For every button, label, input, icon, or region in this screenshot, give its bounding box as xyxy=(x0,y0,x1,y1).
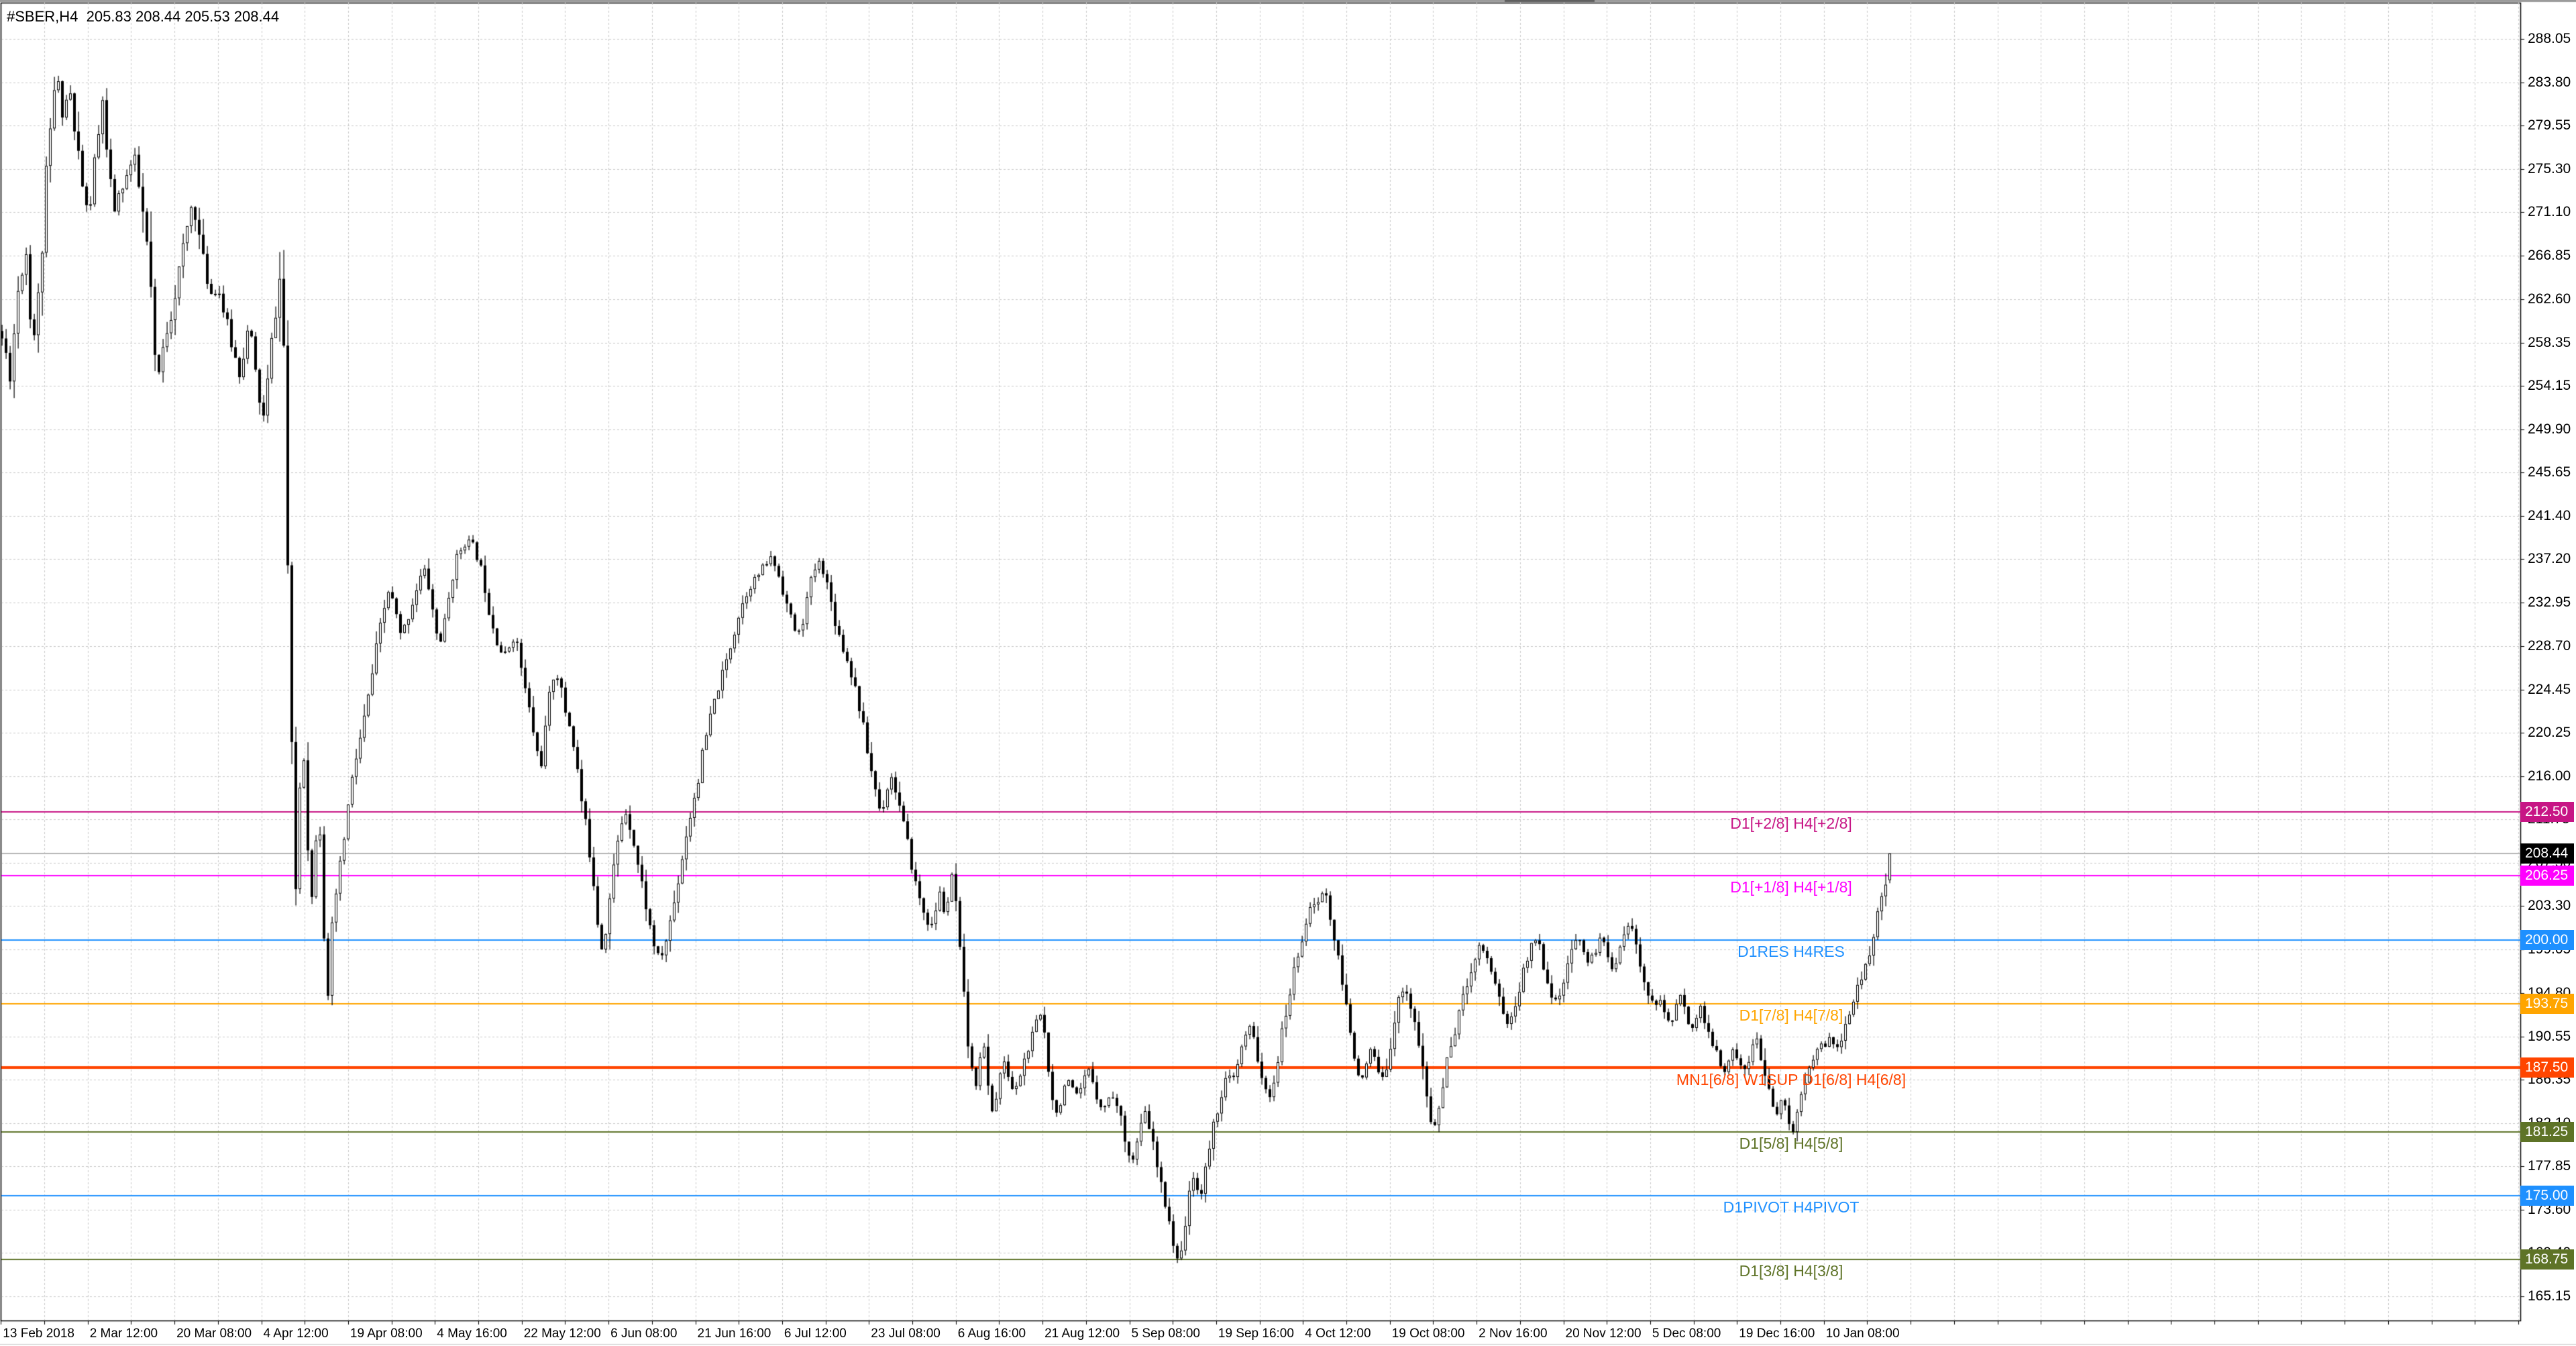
price-axis-tick-label: 177.85 xyxy=(2528,1158,2571,1174)
level-price-box: 181.25 xyxy=(2520,1121,2574,1142)
price-axis-tick-label: 220.25 xyxy=(2528,724,2571,740)
time-axis-label: 2 Mar 12:00 xyxy=(89,1327,158,1341)
price-axis-tick-label: 245.65 xyxy=(2528,464,2571,480)
level-line-label[interactable]: D1PIVOT H4PIVOT xyxy=(1723,1198,1860,1216)
price-axis-tick-label: 173.60 xyxy=(2528,1202,2571,1218)
level-line-label[interactable]: MN1[6/8] W1SUP D1[6/8] H4[6/8] xyxy=(1676,1071,1907,1089)
price-axis-tick-label: 288.05 xyxy=(2528,30,2571,46)
price-axis-tick-label: 232.95 xyxy=(2528,594,2571,611)
level-line-label[interactable]: D1[+1/8] H4[+1/8] xyxy=(1730,878,1852,896)
price-axis-tick-label: 254.15 xyxy=(2528,377,2571,393)
time-axis-label: 19 Oct 08:00 xyxy=(1391,1327,1465,1341)
price-axis-tick-label: 271.10 xyxy=(2528,204,2571,220)
price-axis-tick-label: 279.55 xyxy=(2528,117,2571,134)
time-axis-label: 13 Feb 2018 xyxy=(3,1327,74,1341)
current-price-box: 208.44 xyxy=(2520,843,2574,864)
time-axis-label: 10 Jan 08:00 xyxy=(1825,1327,1900,1341)
price-axis-tick-label: 258.35 xyxy=(2528,334,2571,350)
time-axis-label: 4 Apr 12:00 xyxy=(263,1327,329,1341)
level-price-box: 200.00 xyxy=(2520,929,2574,950)
time-axis-label: 22 May 12:00 xyxy=(523,1327,601,1341)
time-axis-label: 20 Nov 12:00 xyxy=(1565,1327,1642,1341)
price-axis-tick-label: 165.15 xyxy=(2528,1288,2571,1304)
price-axis-tick-label: 262.60 xyxy=(2528,291,2571,307)
time-axis-label: 19 Sep 16:00 xyxy=(1218,1327,1294,1341)
level-price-box: 206.25 xyxy=(2520,866,2574,886)
level-price-box: 187.50 xyxy=(2520,1057,2574,1078)
price-axis-tick-label: 224.45 xyxy=(2528,681,2571,697)
level-line-label[interactable]: D1[+2/8] H4[+2/8] xyxy=(1730,815,1852,832)
time-axis-label: 4 Oct 12:00 xyxy=(1305,1327,1371,1341)
time-axis-label: 6 Jul 12:00 xyxy=(784,1327,847,1341)
price-axis-tick-label: 190.55 xyxy=(2528,1028,2571,1044)
time-axis-label: 5 Dec 08:00 xyxy=(1652,1327,1721,1341)
level-price-box: 168.75 xyxy=(2520,1249,2574,1270)
time-axis-label: 20 Mar 08:00 xyxy=(176,1327,252,1341)
time-axis-label: 6 Jun 08:00 xyxy=(610,1327,678,1341)
time-axis-label: 2 Nov 16:00 xyxy=(1479,1327,1548,1341)
level-line-label[interactable]: D1[7/8] H4[7/8] xyxy=(1739,1006,1843,1024)
level-price-box: 193.75 xyxy=(2520,993,2574,1014)
time-axis-label: 19 Dec 16:00 xyxy=(1739,1327,1815,1341)
price-axis-tick-label: 228.70 xyxy=(2528,637,2571,654)
price-axis-tick-label: 203.30 xyxy=(2528,898,2571,914)
price-axis-tick-label: 275.30 xyxy=(2528,161,2571,177)
price-axis-tick-label: 216.00 xyxy=(2528,768,2571,784)
time-axis-label: 6 Aug 16:00 xyxy=(957,1327,1026,1341)
chart-ohlc-header: #SBER,H4 205.83 208.44 205.53 208.44 xyxy=(7,8,280,25)
level-price-box: 212.50 xyxy=(2520,802,2574,822)
price-axis-tick-label: 266.85 xyxy=(2528,248,2571,264)
level-line-label[interactable]: D1RES H4RES xyxy=(1737,942,1845,960)
level-line-label[interactable]: D1[5/8] H4[5/8] xyxy=(1739,1134,1843,1152)
level-price-box: 175.00 xyxy=(2520,1185,2574,1206)
level-line-label[interactable]: D1[3/8] H4[3/8] xyxy=(1739,1262,1843,1280)
time-axis-label: 21 Jun 16:00 xyxy=(697,1327,771,1341)
time-axis-label: 21 Aug 12:00 xyxy=(1044,1327,1120,1341)
time-axis-label: 4 May 16:00 xyxy=(437,1327,507,1341)
price-axis-tick-label: 237.20 xyxy=(2528,551,2571,567)
price-axis-tick-label: 283.80 xyxy=(2528,74,2571,90)
price-axis-tick-label: 249.90 xyxy=(2528,421,2571,437)
price-axis-tick-label: 241.40 xyxy=(2528,508,2571,524)
time-axis-label: 19 Apr 08:00 xyxy=(350,1327,423,1341)
time-axis-label: 23 Jul 08:00 xyxy=(871,1327,941,1341)
time-axis-label: 5 Sep 08:00 xyxy=(1131,1327,1200,1341)
